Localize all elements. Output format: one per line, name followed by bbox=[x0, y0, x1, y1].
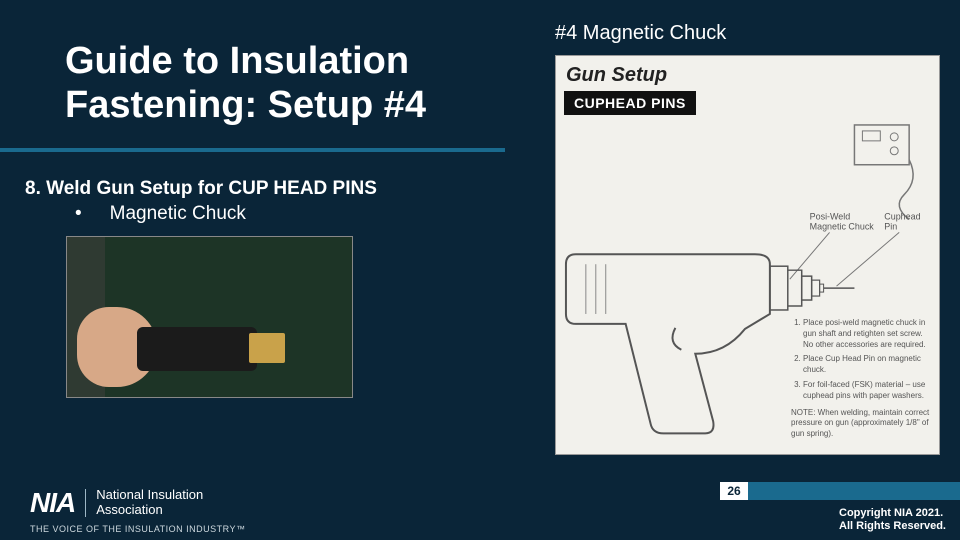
bullet-glyph: • bbox=[75, 203, 82, 225]
page-accent-bar: 26 bbox=[748, 482, 960, 500]
logo-text: National Insulation Association bbox=[96, 488, 203, 518]
diagram-step: For foil-faced (FSK) material – use cuph… bbox=[803, 380, 933, 402]
logo-mark: NIA bbox=[30, 489, 86, 517]
photo-chuck-tip bbox=[249, 333, 285, 363]
bullet-text: Magnetic Chuck bbox=[110, 203, 246, 225]
tagline: THE VOICE OF THE INSULATION INDUSTRY™ bbox=[30, 524, 246, 534]
org-logo: NIA National Insulation Association bbox=[30, 488, 203, 518]
title-line-2: Fastening: Setup #4 bbox=[65, 84, 426, 126]
diagram-title: Gun Setup bbox=[556, 56, 939, 91]
photo-chuck-body bbox=[137, 327, 257, 371]
embedded-photo bbox=[66, 236, 353, 398]
right-heading: #4 Magnetic Chuck bbox=[555, 22, 726, 45]
diagram-note: NOTE: When welding, maintain correct pre… bbox=[791, 408, 933, 440]
diagram-label-pin: CupheadPin bbox=[884, 211, 920, 231]
diagram-step: Place Cup Head Pin on magnetic chuck. bbox=[803, 354, 933, 376]
diagram-subheading: CUPHEAD PINS bbox=[564, 91, 696, 115]
list-item: • Magnetic Chuck bbox=[75, 203, 246, 225]
diagram-instructions: Place posi-weld magnetic chuck in gun sh… bbox=[791, 318, 933, 440]
diagram-step: Place posi-weld magnetic chuck in gun sh… bbox=[803, 318, 933, 350]
footer: NIA National Insulation Association THE … bbox=[0, 468, 960, 540]
copyright: Copyright NIA 2021. All Rights Reserved. bbox=[839, 507, 946, 535]
diagram-panel: Gun Setup CUPHEAD PINS Posi-WeldMagnetic… bbox=[555, 55, 940, 455]
title-underline bbox=[0, 148, 505, 152]
slide-title: Guide to Insulation Fastening: Setup #4 bbox=[65, 40, 426, 127]
list-heading: 8. Weld Gun Setup for CUP HEAD PINS bbox=[25, 178, 377, 200]
diagram-label-chuck: Posi-WeldMagnetic Chuck bbox=[810, 211, 875, 231]
title-line-1: Guide to Insulation bbox=[65, 40, 409, 82]
page-number: 26 bbox=[720, 482, 748, 500]
